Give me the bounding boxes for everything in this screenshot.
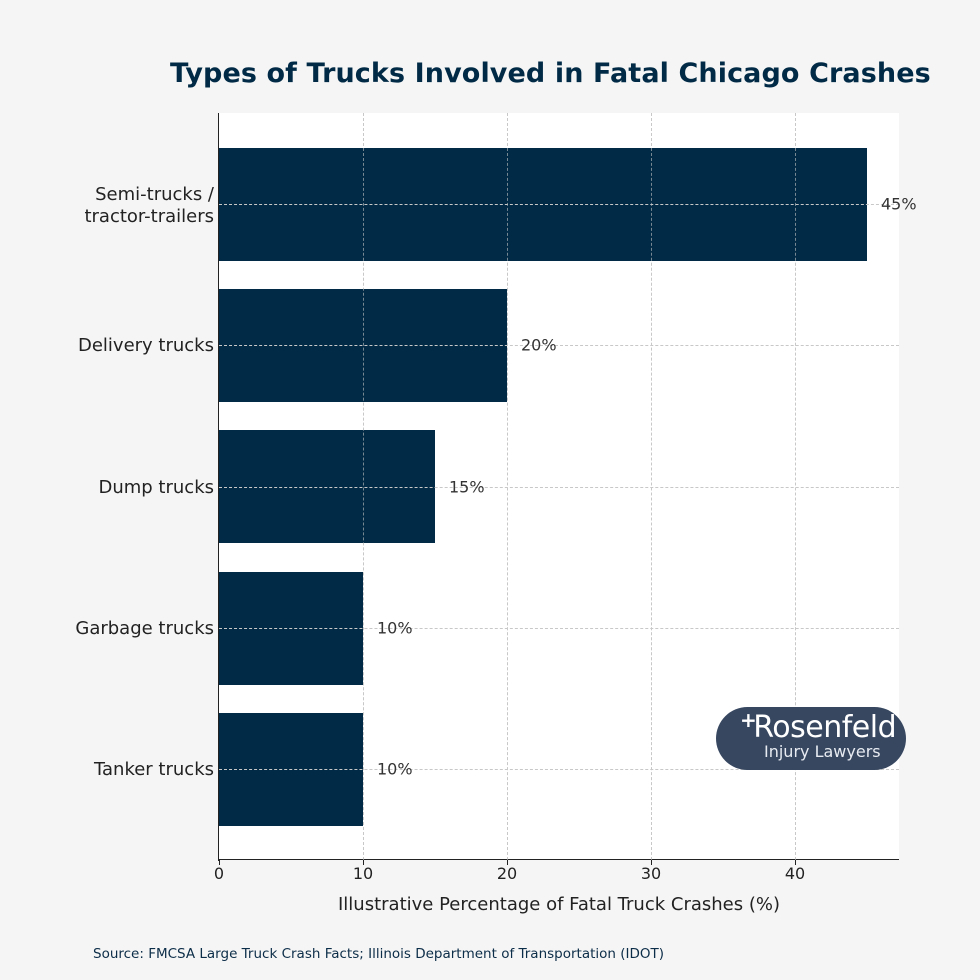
value-label: 20% <box>521 335 557 355</box>
y-tick-label-semi-trucks: Semi-trucks / tractor-trailers <box>84 184 214 228</box>
x-tick-label: 10 <box>352 864 374 883</box>
gridline-y-garbage <box>219 628 899 629</box>
chart-title: Types of Trucks Involved in Fatal Chicag… <box>170 58 931 89</box>
y-tick-label-tanker-trucks: Tanker trucks <box>94 759 214 780</box>
value-label: 10% <box>377 759 413 779</box>
y-tick-label-dump-trucks: Dump trucks <box>98 477 214 498</box>
x-tick-mark <box>507 860 508 865</box>
gridline-x-20-overlay <box>507 113 508 860</box>
logo-subtitle: Injury Lawyers <box>764 742 881 761</box>
gridline-y-delivery <box>219 345 899 346</box>
y-tick-label-garbage-trucks: Garbage trucks <box>75 618 214 639</box>
x-axis-line <box>218 859 899 861</box>
rosenfeld-logo: +Rosenfeld Injury Lawyers <box>716 707 906 770</box>
x-tick-mark <box>795 860 796 865</box>
logo-brand-text: Rosenfeld <box>753 710 897 745</box>
plot-area: 45% 20% 15% 10% 10% <box>219 113 917 860</box>
value-label: 15% <box>449 477 485 497</box>
gridline-y-tanker <box>219 769 899 770</box>
y-tick-label-line: tractor-trailers <box>84 206 214 227</box>
x-tick-label: 30 <box>640 864 662 883</box>
gridline-y-dump <box>219 487 899 488</box>
gridline-x-40-overlay <box>795 113 796 860</box>
gridline-x-30-overlay <box>651 113 652 860</box>
value-label: 10% <box>377 618 413 638</box>
source-note: Source: FMCSA Large Truck Crash Facts; I… <box>93 946 665 962</box>
x-tick-label: 0 <box>213 864 225 883</box>
logo-brand: +Rosenfeld <box>740 708 897 745</box>
x-axis-label: Illustrative Percentage of Fatal Truck C… <box>338 894 780 915</box>
x-tick-mark <box>363 860 364 865</box>
x-tick-label: 40 <box>784 864 806 883</box>
x-tick-mark <box>651 860 652 865</box>
y-tick-label-delivery-trucks: Delivery trucks <box>77 335 214 356</box>
gridline-y-semi <box>219 204 899 205</box>
value-label: 45% <box>881 194 917 214</box>
y-axis-line <box>218 113 220 861</box>
x-tick-label: 20 <box>496 864 518 883</box>
gridline-x-10-overlay <box>363 113 364 860</box>
x-tick-mark <box>219 860 220 865</box>
bar-dump-trucks <box>219 430 435 543</box>
logo-plus-icon: + <box>740 708 757 732</box>
y-tick-label-line: Semi-trucks / <box>95 184 214 205</box>
